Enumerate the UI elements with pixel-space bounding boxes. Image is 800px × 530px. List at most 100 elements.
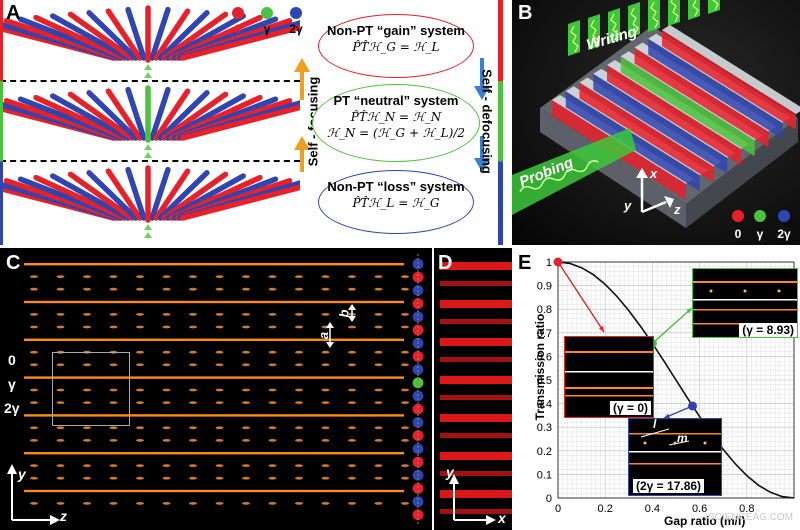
pointer-arrowhead (686, 308, 692, 314)
axis-z-label: z (673, 202, 681, 217)
writing-wave (650, 1, 659, 29)
intensity-spot (30, 388, 38, 392)
intensity-spot (109, 476, 118, 480)
intensity-band (440, 357, 512, 362)
inset-gamma-caption: (γ = 8.93) (739, 323, 797, 337)
y-tick-label: 0.3 (537, 422, 552, 434)
intensity-spot (189, 388, 197, 392)
intensity-spot (56, 464, 65, 467)
y-tick-label: 0.4 (537, 399, 552, 411)
intensity-spot (189, 464, 197, 467)
intensity-spot (295, 287, 303, 291)
intensity-spot (162, 426, 171, 430)
intensity-spot (215, 287, 224, 291)
right-color-bar (498, 0, 503, 245)
inset-dim-l: l (653, 417, 657, 431)
intensity-spot (56, 287, 65, 291)
intensity-spot (321, 476, 330, 480)
intensity-spot (109, 287, 118, 291)
left-color-bar (0, 0, 3, 245)
panel-c-axes (7, 464, 60, 525)
intensity-spot (374, 401, 383, 404)
site-dot (412, 390, 424, 402)
intensity-spot (136, 363, 144, 367)
self-defocusing-label: Self - defocusing (479, 69, 495, 174)
writing-wave (692, 0, 699, 17)
intensity-spot (268, 350, 277, 354)
intensity-spot (189, 401, 197, 404)
intensity-band (440, 471, 512, 476)
intensity-spot (242, 363, 250, 367)
intensity-spot (268, 325, 277, 329)
x-tick-label: 0.2 (598, 503, 613, 515)
intensity-spot (348, 287, 356, 291)
site-dot (412, 271, 424, 283)
fiber (86, 10, 139, 61)
intensity-spot (162, 401, 171, 404)
intensity-spot (268, 363, 277, 367)
intensity-spot (242, 325, 250, 329)
intensity-spot (56, 476, 65, 480)
waveguide-wall-top (662, 25, 800, 114)
chart-ticks: 0 0.1 0.2 0.3 0.4 0.5 0.6 0.7 0.8 0.9 1 0 0.2 0.4 0.6 0… (537, 257, 755, 515)
intensity-band (440, 376, 512, 384)
intensity-spot (136, 401, 144, 404)
intensity-spot (374, 502, 383, 505)
x-axis-label: Gap ratio (m/l) (664, 514, 746, 528)
waveguide-wall (620, 56, 755, 157)
intensity-spot (348, 439, 356, 442)
intensity-spot (295, 325, 303, 329)
waveguide-line (24, 338, 404, 341)
fiber (67, 91, 135, 141)
legend-dot-two-gamma (778, 210, 790, 222)
intensity-spot (136, 325, 144, 329)
intensity-spot (56, 313, 65, 316)
intensity-band (440, 319, 512, 324)
intensity-spot (268, 439, 277, 442)
panel-a-legend: 0 γ 2γ (232, 7, 303, 36)
inset-two-gamma: l m (2γ = 17.86) (628, 417, 722, 496)
panel-b: 0 γ 2γ x y z B Writing Probing (512, 0, 800, 245)
y-tick-label: 0 (546, 493, 552, 505)
pointer-arrowhead (599, 326, 604, 332)
intensity-band (440, 433, 512, 438)
writing-beam (568, 20, 580, 56)
intensity-band (440, 395, 512, 400)
fiber (67, 171, 135, 221)
legend-dot-zero (732, 210, 744, 222)
intensity-spot (268, 476, 277, 480)
panel-d-zoom-image (440, 262, 512, 514)
site-dot (412, 483, 424, 494)
intensity-spot (189, 275, 197, 278)
intensity-spot (215, 464, 224, 467)
intensity-spot (374, 287, 383, 291)
intensity-spot (30, 502, 38, 505)
up-arrow-icon (294, 58, 310, 100)
intensity-spot (109, 426, 118, 430)
intensity-band (440, 338, 512, 346)
intensity-band (440, 414, 512, 422)
intensity-spot (242, 275, 250, 278)
legend-label-zero: 0 (235, 22, 242, 36)
intensity-spot (83, 476, 91, 480)
pointer-arrow (557, 261, 605, 333)
y-axis-label: Transmission ratio (533, 313, 547, 421)
intensity-spot (109, 275, 118, 278)
intensity-spot (321, 464, 330, 467)
down-arrow-icon (474, 136, 490, 172)
writing-wave (590, 19, 599, 47)
fiber (125, 86, 147, 141)
intensity-spot (83, 502, 91, 505)
intensity-spot (321, 275, 330, 278)
axis-x-label: x (498, 510, 506, 526)
waveguide-line (24, 263, 404, 266)
intensity-spot (136, 476, 144, 480)
fiber (33, 94, 128, 141)
intensity-spot (242, 502, 250, 505)
intensity-spot (162, 275, 171, 278)
loss-system-ellipse: Non-PT “loss” system P̂T̂ℋ_L = ℋ_G (318, 170, 474, 234)
intensity-spot (374, 350, 383, 354)
intensity-spot (136, 388, 144, 392)
intensity-spot (162, 439, 171, 442)
neutral-system-ellipse: PT “neutral” system P̂T̂ℋ_N = ℋ_N ℋ_N = … (312, 84, 480, 162)
